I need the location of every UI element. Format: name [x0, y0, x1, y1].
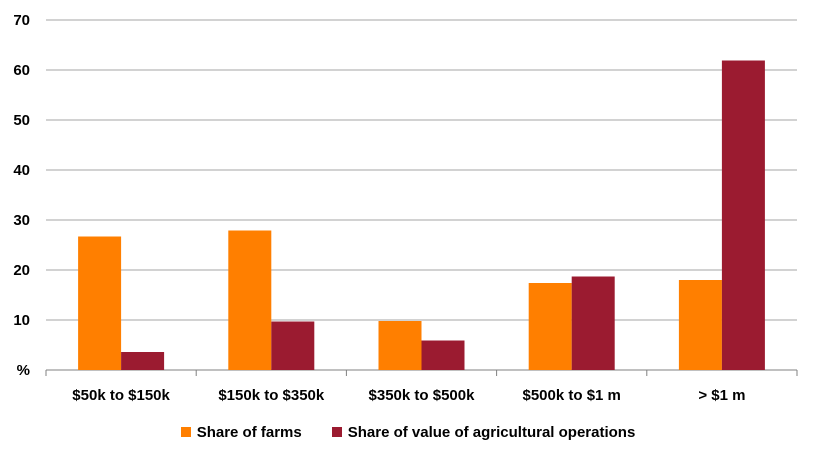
- bars: [78, 60, 765, 370]
- bar-share-of-value-4: [721, 60, 765, 370]
- y-tick-label: 20: [13, 262, 30, 279]
- legend-swatch-share-of-value: [331, 427, 342, 437]
- y-tick-label: 40: [13, 162, 30, 179]
- legend-label-share-of-value: Share of value of agricultural operation…: [347, 423, 636, 441]
- y-tick-label: 50: [13, 112, 30, 129]
- y-axis-tick-labels: % 10 20 30 40 50 60 70: [13, 12, 30, 379]
- x-axis-tick-labels: $50k to $150k $150k to $350k $350k to $500…: [72, 387, 745, 404]
- bar-share-of-farms-4: [678, 280, 722, 370]
- y-tick-label: %: [17, 362, 30, 379]
- x-tick-label: > $1 m: [698, 387, 745, 404]
- y-tick-label: 10: [13, 312, 30, 329]
- bar-share-of-value-0: [121, 352, 165, 370]
- bar-share-of-farms-1: [228, 230, 272, 370]
- bar-share-of-farms-3: [528, 283, 572, 370]
- x-tick-label: $350k to $500k: [369, 387, 476, 404]
- y-tick-label: 70: [13, 12, 30, 29]
- x-tick-label: $500k to $1 m: [522, 387, 620, 404]
- legend-item-share-of-farms: Share of farms: [180, 423, 302, 441]
- legend-swatch-share-of-farms: [180, 427, 191, 437]
- legend-item-share-of-value: Share of value of agricultural operation…: [331, 423, 636, 441]
- bar-share-of-farms-2: [378, 321, 422, 370]
- legend: Share of farms Share of value of agricul…: [0, 420, 816, 444]
- legend-label-share-of-farms: Share of farms: [196, 423, 302, 441]
- bar-share-of-value-2: [421, 340, 465, 370]
- bar-share-of-value-3: [571, 276, 615, 370]
- x-tick-label: $50k to $150k: [72, 387, 170, 404]
- bar-chart: % 10 20 30 40 50 60 70 $50k to $150k $150k to $3…: [13, 12, 798, 404]
- y-tick-label: 60: [13, 62, 30, 79]
- x-tick-label: $150k to $350k: [218, 387, 325, 404]
- gridlines: [45, 19, 798, 376]
- bar-share-of-value-1: [271, 321, 315, 370]
- y-tick-label: 30: [13, 212, 30, 229]
- bar-share-of-farms-0: [78, 236, 122, 370]
